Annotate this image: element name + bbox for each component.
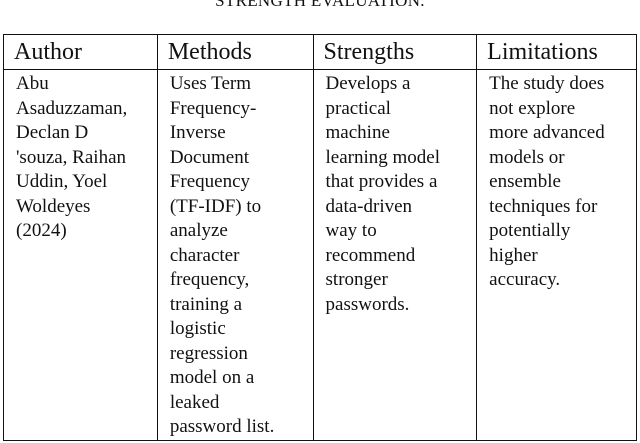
cell-author: Abu Asaduzzaman, Declan D 'souza, Raihan… xyxy=(3,69,158,441)
header-author: Author xyxy=(3,34,158,70)
header-limitations: Limitations xyxy=(476,34,637,70)
cell-limitations: The study does not explore more advanced… xyxy=(476,69,637,441)
header-row: Author Methods Strengths Limitations xyxy=(3,34,637,70)
cell-methods: Uses Term Frequency- Inverse Document Fr… xyxy=(156,69,314,441)
header-methods: Methods xyxy=(156,34,314,70)
evaluation-table: Author Methods Strengths Limitations Abu… xyxy=(3,34,637,441)
table-row: Abu Asaduzzaman, Declan D 'souza, Raihan… xyxy=(3,69,637,441)
cell-strengths: Develops a practical machine learning mo… xyxy=(312,69,478,441)
table-caption: STRENGTH EVALUATION. xyxy=(215,0,425,10)
header-strengths: Strengths xyxy=(312,34,478,70)
